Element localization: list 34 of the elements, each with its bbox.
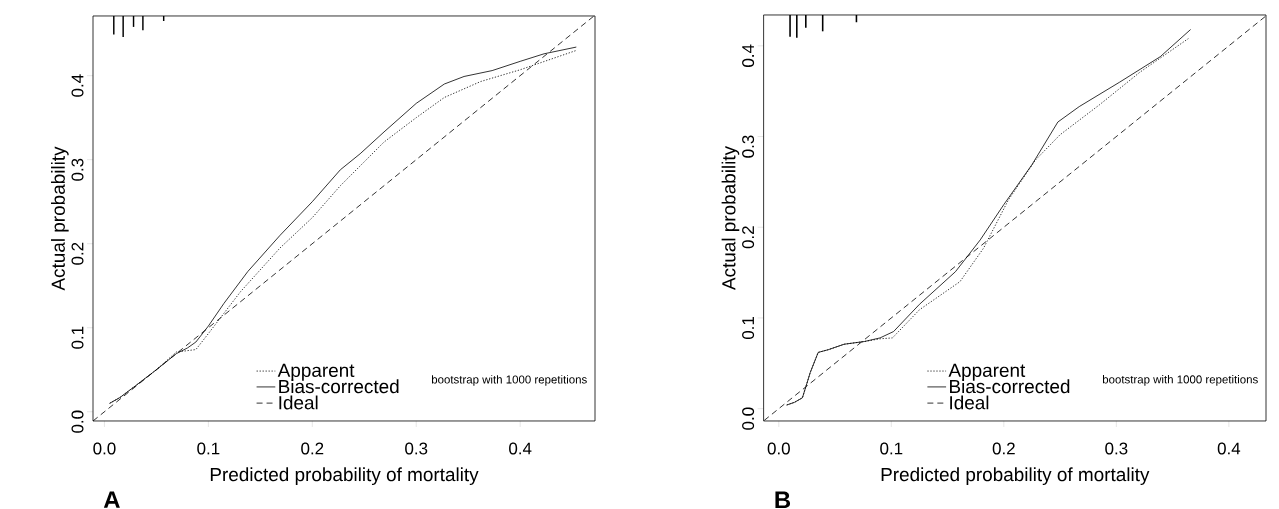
legend-label: Ideal: [279, 395, 318, 410]
y-tick-label: 0.2: [742, 226, 755, 249]
x-tick-label: 0.0: [93, 442, 116, 455]
x-axis-title: Predicted probability of mortality: [210, 467, 479, 485]
text: B: [775, 491, 791, 509]
x-tick-label: 0.3: [405, 442, 428, 455]
text: A: [103, 491, 120, 508]
annotation: bootstrap with 1000 repetitions: [1102, 375, 1258, 386]
y-axis-title: Actual probability: [51, 146, 69, 291]
x-tick-label: 0.0: [767, 442, 790, 455]
legend-label: Ideal: [950, 395, 989, 410]
x-tick-label: 0.1: [197, 442, 220, 455]
y-tick-label: 0.3: [71, 158, 84, 181]
y-tick-label: 0.0: [71, 410, 84, 433]
legend-label: Apparent: [948, 363, 1026, 381]
y-tick-label: 0.1: [742, 317, 755, 340]
x-tick-label: 0.3: [1105, 442, 1128, 455]
x-tick-label: 0.2: [301, 442, 324, 455]
x-tick-label: 0.2: [992, 442, 1015, 455]
x-tick-label: 0.1: [880, 442, 903, 455]
x-tick-label: 0.4: [509, 442, 532, 455]
y-axis-title: Actual probability: [721, 146, 740, 291]
y-tick-label: 0.2: [71, 242, 84, 265]
y-tick-label: 0.0: [742, 407, 755, 430]
y-tick-label: 0.3: [742, 135, 755, 158]
x-tick-label: 0.4: [1217, 442, 1241, 455]
y-tick-label: 0.4: [71, 74, 84, 97]
x-axis-title: Predicted probability of mortality: [881, 467, 1150, 485]
annotation: bootstrap with 1000 repetitions: [431, 375, 587, 386]
legend-label: Apparent: [277, 363, 355, 381]
y-tick-label: 0.4: [742, 44, 755, 67]
legend-label: Bias-corrected: [279, 379, 399, 394]
legend-label: Bias-corrected: [950, 379, 1070, 394]
y-tick-label: 0.1: [71, 326, 84, 349]
